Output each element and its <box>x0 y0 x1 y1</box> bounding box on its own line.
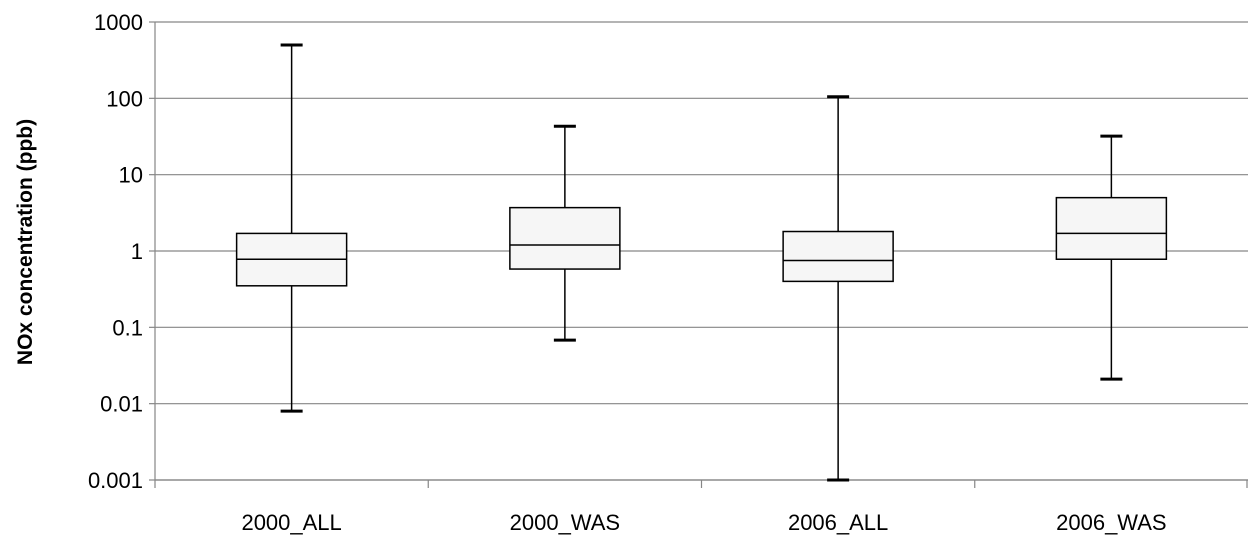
x-tick-label: 2000_ALL <box>241 510 341 535</box>
x-tick-label: 2006_WAS <box>1056 510 1166 535</box>
iqr-box <box>782 230 894 283</box>
y-tick-label: 1 <box>131 239 143 264</box>
y-tick-label: 100 <box>106 86 143 111</box>
box-2006_WAS <box>1055 134 1168 381</box>
box-layer <box>235 43 1168 482</box>
box-2006_ALL <box>782 95 894 482</box>
y-tick-label: 0.1 <box>112 315 143 340</box>
y-axis-label: NOx concentration (ppb) <box>14 119 37 365</box>
y-tick-label: 10 <box>119 163 143 188</box>
iqr-box <box>1055 196 1168 260</box>
y-tick-label: 1000 <box>94 10 143 35</box>
x-tick-label: 2006_ALL <box>788 510 888 535</box>
axis-layer <box>149 21 1248 488</box>
y-tick-label: 0.01 <box>100 392 143 417</box>
box-2000_ALL <box>235 43 348 413</box>
x-tick-label: 2000_WAS <box>510 510 620 535</box>
label-layer: NOx concentration (ppb) 1000 100 10 1 0.1 0.0… <box>14 10 1167 535</box>
y-tick-label: 0.001 <box>88 468 143 493</box>
box-2000_WAS <box>509 124 621 342</box>
iqr-box <box>509 206 621 270</box>
